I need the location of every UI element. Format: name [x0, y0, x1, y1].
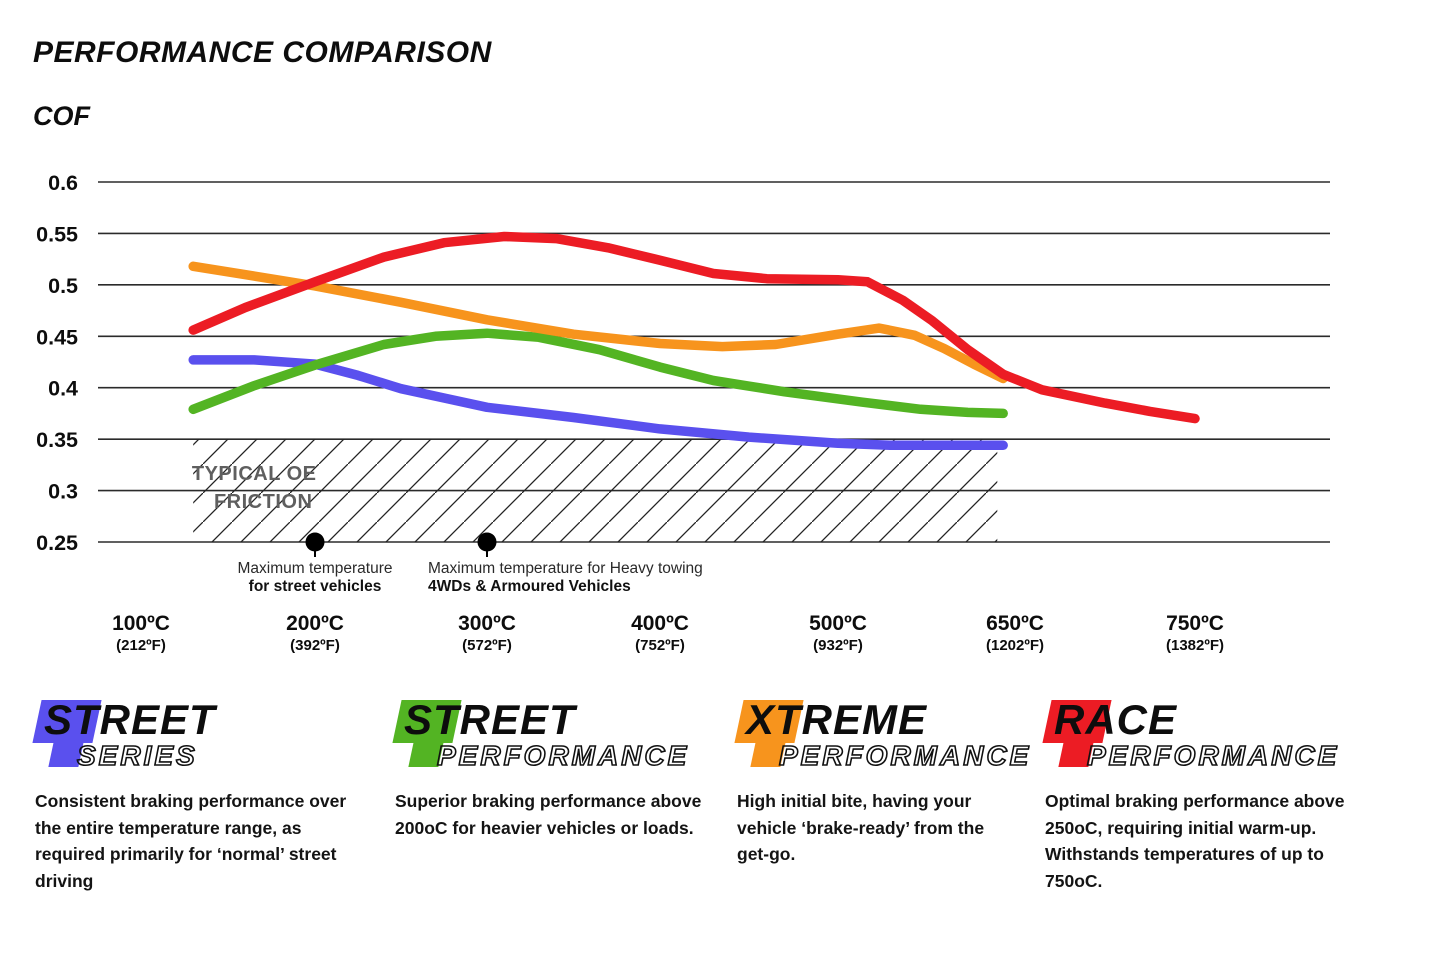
y-axis-tick-label: 0.25 — [36, 531, 78, 555]
street-performance-logo-word1: STREET — [404, 696, 576, 743]
marker-dot — [477, 532, 497, 552]
series-line-race-performance — [188, 231, 1200, 424]
x-axis-tick-fahrenheit: (392ºF) — [290, 637, 340, 654]
street-series-logo: STREET SERIES — [32, 696, 365, 774]
y-axis-tick-label: 0.5 — [48, 274, 78, 298]
race-performance-description: Optimal braking performance above 250oC,… — [1045, 791, 1345, 891]
y-axis-tick-label: 0.4 — [48, 377, 78, 401]
y-axis-tick-label: 0.45 — [36, 325, 78, 349]
x-axis-tick-fahrenheit: (932ºF) — [813, 637, 863, 654]
xtreme-performance-logo-word1: XTREME — [746, 696, 928, 743]
x-axis-tick-celsius: 500ºC — [809, 612, 867, 635]
street-performance-logo: STREET PERFORMANCE — [392, 696, 713, 774]
street-series-logo-word1: STREET — [44, 696, 216, 743]
series-line-xtreme-performance — [188, 261, 1008, 384]
marker-label-line1: Maximum temperature — [237, 560, 392, 577]
legend-item-street-performance: STREET PERFORMANCE Superior braking perf… — [392, 696, 713, 841]
xtreme-performance-logo: XTREME PERFORMANCE — [734, 696, 1029, 774]
xtreme-performance-description: High initial bite, having your vehicle ‘… — [737, 791, 985, 865]
street-series-logo-word2: SERIES — [76, 739, 198, 772]
y-axis-tick-label: 0.3 — [48, 480, 78, 504]
race-performance-logo-word1: RACE — [1054, 696, 1178, 743]
x-axis-tick-celsius: 300ºC — [458, 612, 516, 635]
marker-label-line2: 4WDs & Armoured Vehicles — [428, 578, 631, 595]
series-line-street-performance — [188, 328, 1008, 419]
xtreme-performance-logo-word2: PERFORMANCE — [778, 739, 1032, 772]
y-axis-tick-label: 0.55 — [36, 222, 78, 246]
x-axis-tick-fahrenheit: (752ºF) — [635, 637, 685, 654]
marker-label-line2: for street vehicles — [249, 578, 382, 595]
marker-dot — [305, 532, 325, 552]
x-axis-tick-celsius: 400ºC — [631, 612, 689, 635]
x-axis-tick-fahrenheit: (1382ºF) — [1166, 637, 1224, 654]
x-axis-tick-celsius: 200ºC — [286, 612, 344, 635]
legend-item-street-series: STREET SERIES Consistent braking perform… — [32, 696, 365, 894]
x-axis-tick-fahrenheit: (1202ºF) — [986, 637, 1044, 654]
oe-friction-band — [193, 439, 998, 543]
oe-friction-label-line2: FRICTION — [214, 491, 312, 513]
legend-item-race-performance: RACE PERFORMANCE Optimal braking perform… — [1042, 696, 1373, 894]
y-axis-tick-label: 0.35 — [36, 428, 78, 452]
street-performance-logo-word2: PERFORMANCE — [436, 739, 690, 772]
x-axis-tick-fahrenheit: (212ºF) — [116, 637, 166, 654]
x-axis-tick-fahrenheit: (572ºF) — [462, 637, 512, 654]
y-axis-title: COF — [33, 101, 90, 131]
street-series-description: Consistent braking performance over the … — [35, 791, 347, 891]
y-axis-tick-label: 0.6 — [48, 171, 78, 195]
race-performance-logo-word2: PERFORMANCE — [1086, 739, 1340, 772]
x-axis-tick-celsius: 100ºC — [112, 612, 170, 635]
page-title: PERFORMANCE COMPARISON — [33, 36, 492, 69]
legend-item-xtreme-performance: XTREME PERFORMANCE High initial bite, ha… — [734, 696, 1029, 868]
marker-label-line1: Maximum temperature for Heavy towing — [428, 560, 703, 577]
street-performance-description: Superior braking performance above 200oC… — [395, 791, 702, 838]
x-axis-tick-celsius: 750ºC — [1166, 612, 1224, 635]
race-performance-logo: RACE PERFORMANCE — [1042, 696, 1373, 774]
x-axis-tick-celsius: 650ºC — [986, 612, 1044, 635]
oe-friction-label-line1: TYPICAL OE — [192, 463, 317, 485]
cof-line-chart: 0.6 0.55 0.5 0.45 0.4 0.35 0.3 0.25 TYPICAL OE FR… — [36, 171, 1330, 654]
